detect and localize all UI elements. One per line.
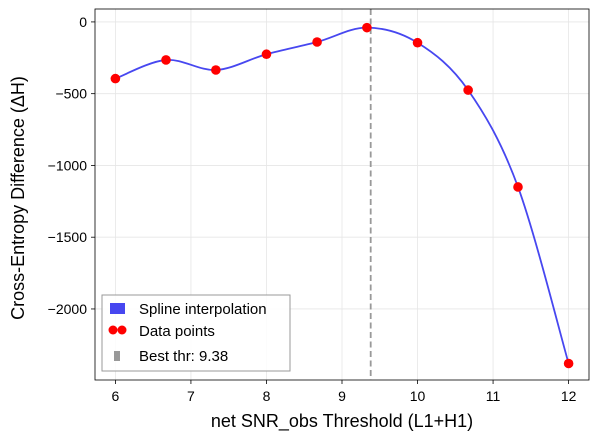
legend-swatch-points [117,325,127,335]
data-point [161,55,171,65]
legend-label-best-threshold: Best thr: 9.38 [139,348,228,365]
x-tick-label: 10 [410,388,426,404]
x-tick-label: 12 [561,388,577,404]
x-axis-title: net SNR_obs Threshold (L1+H1) [211,411,473,432]
x-tick-label: 7 [187,388,195,404]
y-tick-label: −1500 [48,229,88,245]
y-tick-label: 0 [79,14,87,30]
x-axis-ticks: 6 7 8 9 10 11 12 [111,380,577,404]
legend-box [101,294,291,372]
legend-label-spline: Spline interpolation [139,301,267,318]
data-points-series [110,22,574,369]
legend-label-points: Data points [139,323,215,340]
data-point [463,85,473,95]
legend-swatch-best-threshold [114,351,120,361]
data-point [261,49,272,60]
y-axis-ticks: 0 −500 −1000 −1500 −2000 [48,14,95,317]
legend: Spline interpolation Data points Best th… [101,294,291,372]
x-tick-label: 9 [338,388,346,404]
x-tick-label: 8 [263,388,271,404]
y-tick-label: −500 [55,86,87,102]
data-point [362,22,372,33]
legend-swatch-spline [110,303,125,314]
data-point [513,182,523,192]
data-point [211,65,221,75]
data-point [412,37,423,48]
y-tick-label: −1000 [48,157,88,173]
legend-swatch-points [108,325,118,335]
y-tick-label: −2000 [48,301,88,317]
data-point [110,73,121,84]
data-point [312,37,322,47]
data-point [563,358,574,369]
y-axis-title: Cross-Entropy Difference (ΔH) [8,76,28,320]
x-tick-label: 6 [111,388,119,404]
x-tick-label: 11 [486,388,501,404]
